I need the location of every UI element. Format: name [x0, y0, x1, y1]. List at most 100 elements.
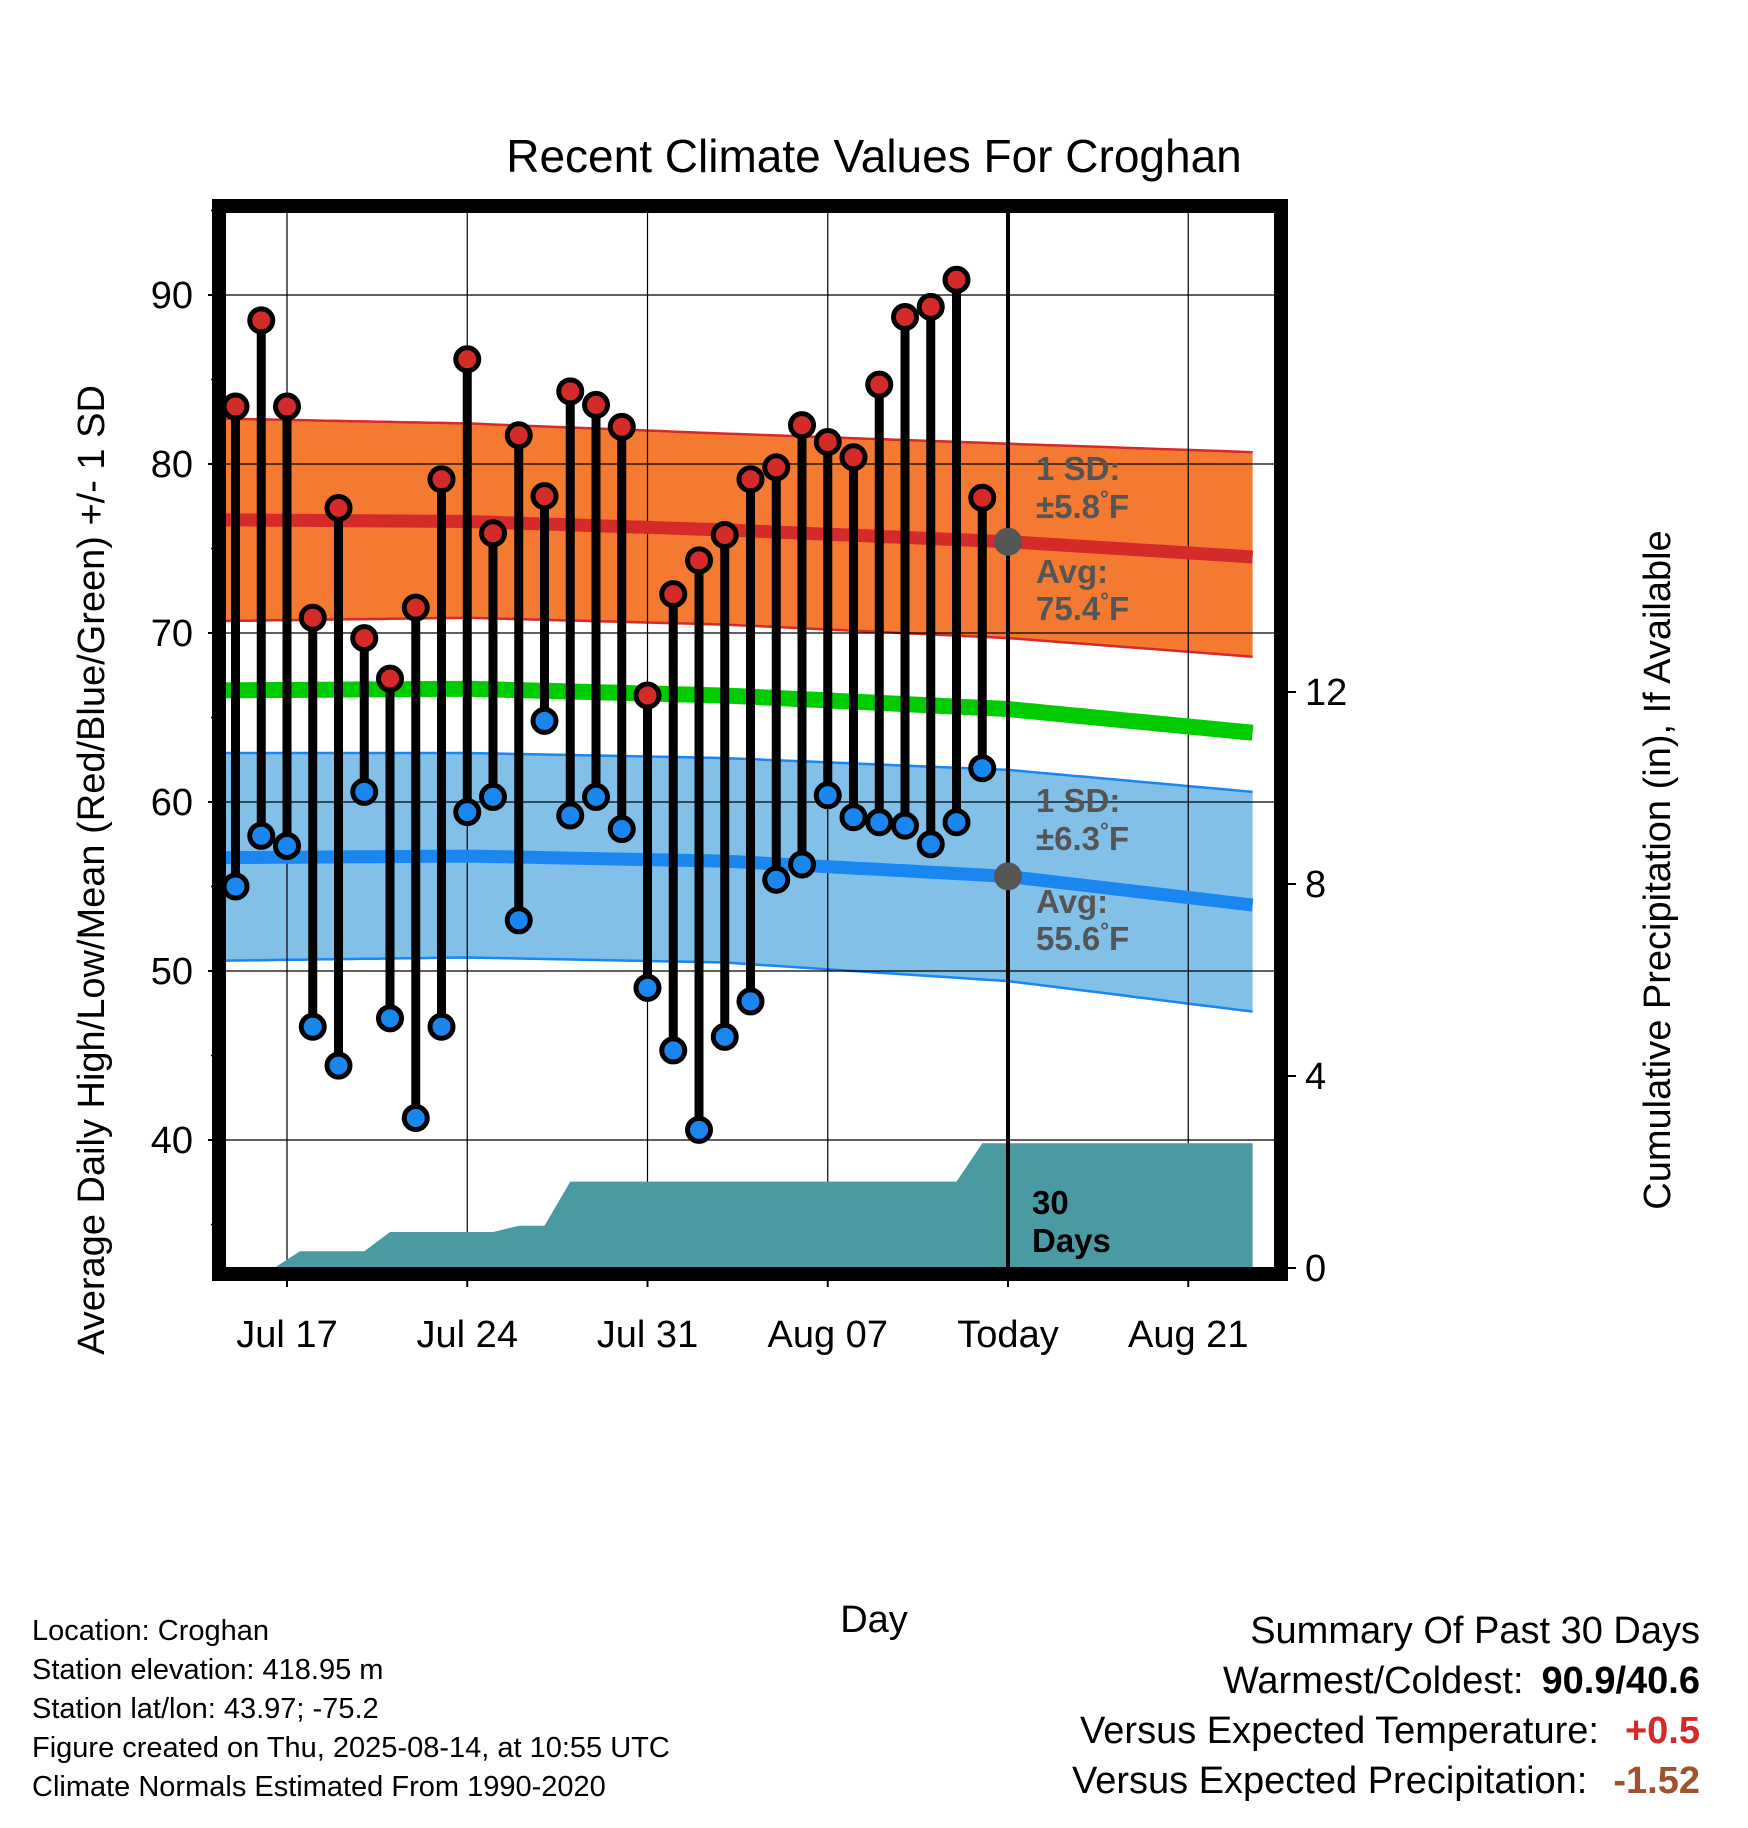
low-avg-value: 55.6°F [1036, 918, 1129, 957]
daily-high-point [968, 483, 997, 512]
daily-low-point [633, 973, 662, 1002]
daily-high-point [788, 411, 816, 440]
elevation-text: Station elevation: 418.95 m [32, 1654, 384, 1686]
daily-high-point [710, 520, 739, 549]
low-band-lower-edge [225, 956, 1253, 1013]
daily-low-point [839, 803, 868, 832]
y-left-tick-label: 90 [151, 275, 193, 317]
normal-low-line [225, 849, 1254, 912]
high-band-upper-edge [225, 417, 1253, 454]
days-count-label: 30 [1032, 1184, 1069, 1221]
y-left-tick-label: 40 [151, 1120, 193, 1162]
summary-title: Summary Of Past 30 Days [1250, 1610, 1700, 1652]
y-right-tick-label: 12 [1305, 672, 1347, 714]
daily-high-point [891, 302, 919, 331]
daily-low-point [788, 850, 816, 879]
daily-low-point [401, 1104, 430, 1133]
daily-high-point [247, 306, 276, 335]
daily-low-point [247, 821, 276, 850]
precip-value: -1.52 [1613, 1760, 1700, 1802]
daily-low-point [968, 754, 997, 783]
low-sd-band [225, 753, 1253, 1012]
daily-low-point [298, 1012, 327, 1041]
y-left-tick-label: 80 [151, 444, 193, 486]
high-sd-band [225, 418, 1253, 657]
daily-high-point [556, 377, 585, 406]
daily-low-point [479, 782, 507, 811]
daily-low-point [350, 777, 379, 806]
y-left-tick-label: 50 [151, 951, 193, 993]
temp-value: +0.5 [1624, 1710, 1700, 1752]
daily-low-point [762, 865, 791, 894]
high-sd-label: 1 SD: [1036, 450, 1120, 487]
normals-text: Climate Normals Estimated From 1990-2020 [32, 1771, 606, 1803]
daily-low-point [273, 831, 301, 860]
daily-low-point [453, 798, 482, 827]
x-axis-label: Day [840, 1599, 908, 1641]
daily-high-point [401, 593, 430, 622]
low-band-upper-edge [225, 751, 1253, 794]
daily-low-point [221, 872, 250, 901]
low-avg-marker [994, 862, 1022, 891]
daily-high-point [324, 493, 353, 522]
y-right-tick-label: 0 [1305, 1248, 1326, 1290]
daily-high-point [659, 580, 688, 609]
low-sd-value: ±6.3°F [1036, 818, 1129, 857]
x-tick-label: Aug 07 [768, 1314, 888, 1356]
created-text: Figure created on Thu, 2025-08-14, at 10… [32, 1732, 670, 1764]
daily-low-point [324, 1051, 353, 1080]
station-info: Location: Croghan Station elevation: 418… [32, 1612, 670, 1807]
x-tick-label: Aug 21 [1128, 1314, 1248, 1356]
high-avg-label: Avg: [1036, 553, 1108, 590]
daily-high-point [221, 392, 250, 421]
daily-high-point [942, 265, 971, 294]
daily-low-point [376, 1004, 404, 1033]
high-band-lower-edge [225, 616, 1253, 658]
daily-high-point [762, 453, 791, 482]
daily-high-point [633, 681, 662, 710]
latlon-text: Station lat/lon: 43.97; -75.2 [32, 1693, 379, 1725]
y-left-tick-label: 60 [151, 782, 193, 824]
y-axis-label-right: Cumulative Precipitation (in), If Availa… [1637, 530, 1679, 1209]
daily-low-point [530, 706, 559, 735]
high-avg-marker [994, 527, 1022, 556]
warmest-coldest-value: 90.9/40.6 [1541, 1660, 1700, 1702]
daily-low-point [582, 782, 610, 811]
daily-low-point [916, 830, 945, 859]
precip-area [225, 1143, 1253, 1268]
warmest-coldest-row: Warmest/Coldest: 90.9/40.6 [1072, 1656, 1700, 1706]
daily-high-point [504, 421, 533, 450]
daily-high-point [813, 428, 842, 457]
daily-low-point [427, 1012, 456, 1041]
daily-low-point [556, 801, 585, 830]
daily-low-point [607, 815, 636, 844]
daily-high-point [453, 345, 482, 374]
temp-row: Versus Expected Temperature: +0.5 [1072, 1706, 1700, 1756]
daily-low-point [865, 808, 894, 837]
daily-high-point [376, 664, 404, 693]
daily-low-point [942, 808, 971, 837]
y-axis-label-left: Average Daily High/Low/Mean (Red/Blue/Gr… [71, 385, 113, 1355]
daily-high-point [839, 443, 868, 472]
daily-high-point [685, 546, 713, 575]
x-tick-label: Jul 17 [236, 1314, 337, 1356]
low-avg-label: Avg: [1036, 883, 1108, 920]
daily-high-point [865, 370, 894, 399]
chart-title: Recent Climate Values For Croghan [506, 130, 1241, 182]
warmest-coldest-label: Warmest/Coldest: [1222, 1660, 1524, 1702]
days-label: Days [1032, 1222, 1111, 1259]
daily-low-point [813, 781, 842, 810]
daily-low-point [891, 811, 919, 840]
temp-label: Versus Expected Temperature: [1080, 1710, 1599, 1752]
summary-panel: Summary Of Past 30 Days Warmest/Coldest:… [1072, 1606, 1700, 1806]
y-right-tick-label: 8 [1305, 864, 1326, 906]
daily-high-point [427, 465, 456, 494]
daily-low-point [710, 1022, 739, 1051]
daily-low-point [736, 987, 765, 1016]
y-right-tick-label: 4 [1305, 1056, 1326, 1098]
daily-high-point [916, 292, 945, 321]
x-tick-label: Jul 31 [597, 1314, 698, 1356]
x-tick-label: Jul 24 [417, 1314, 518, 1356]
